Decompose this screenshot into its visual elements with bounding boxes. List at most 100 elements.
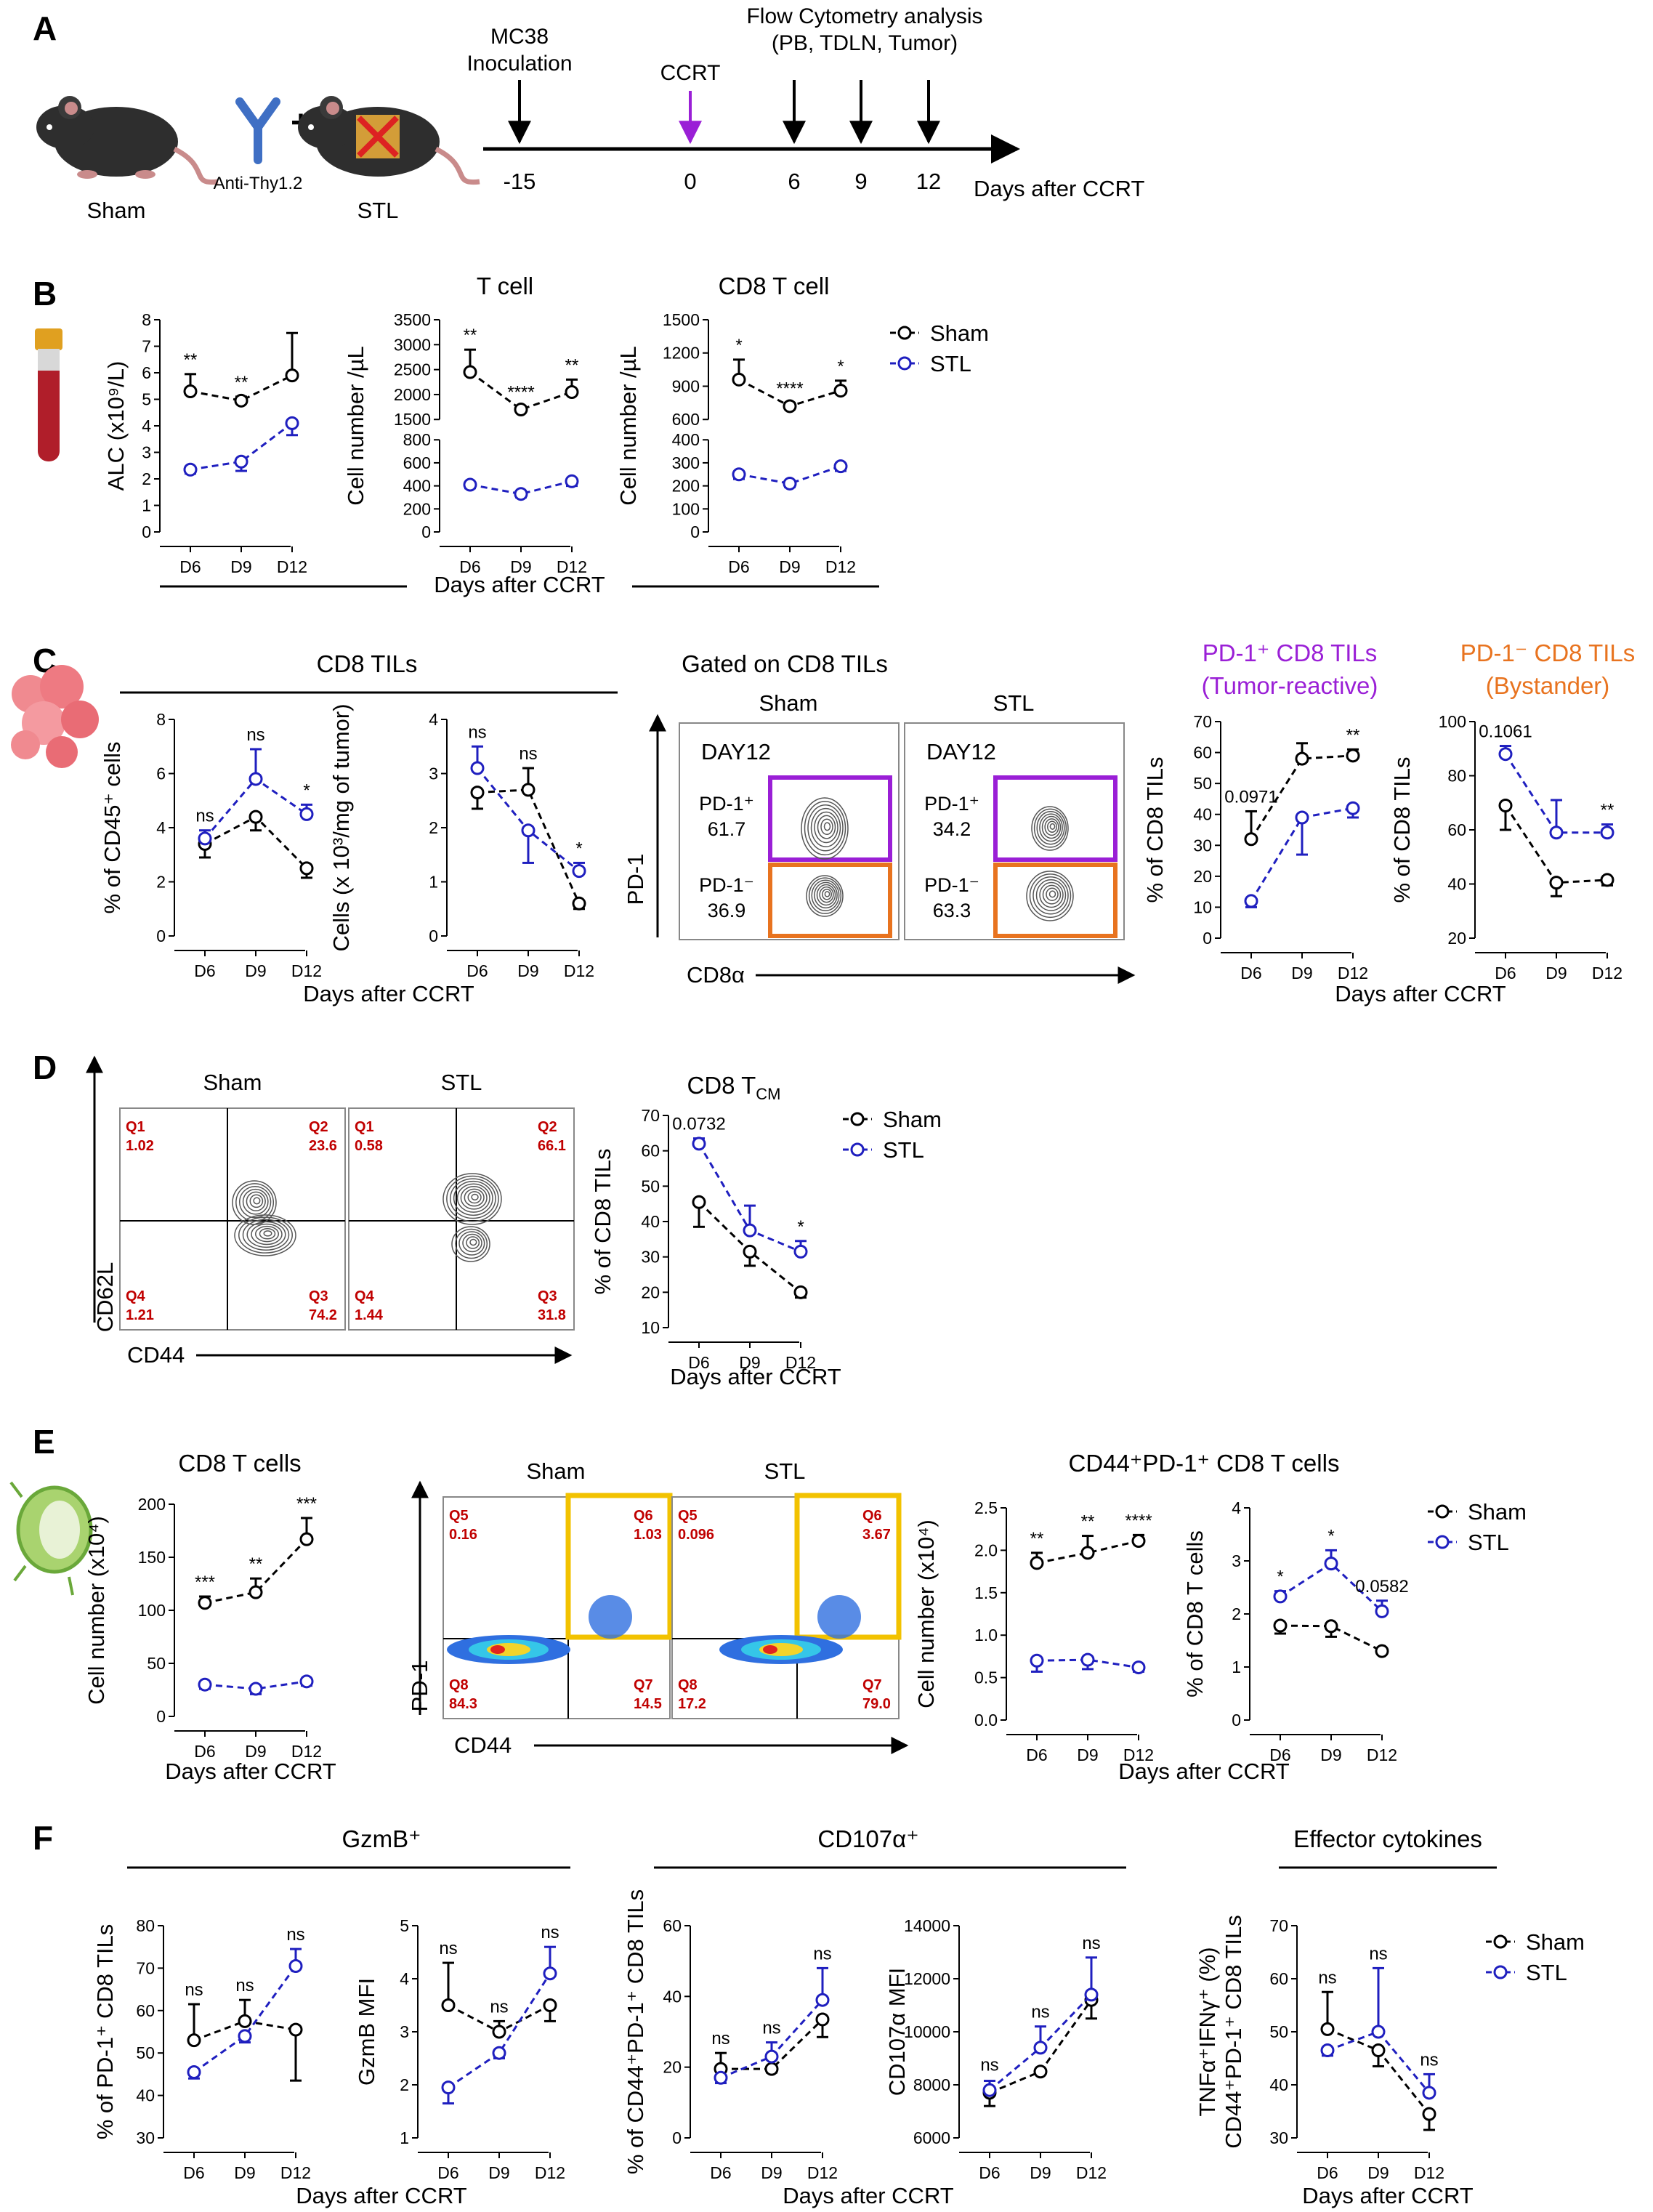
data-point-sham xyxy=(1600,873,1614,887)
gate-pd1-neg xyxy=(993,863,1118,938)
data-point-sham xyxy=(238,2014,252,2028)
significance-label: ns xyxy=(246,725,264,745)
contour-line xyxy=(804,801,846,856)
data-point-stl xyxy=(815,1993,830,2007)
data-point-sham xyxy=(1295,751,1309,766)
data-point-sham xyxy=(1320,2022,1335,2036)
x-tick-label: D12 xyxy=(807,2163,838,2182)
flow-plots: Sham DAY12 PD-1⁺ 61.7 PD-1⁻ 36.9 STL DAY12 PD-1⁺… xyxy=(86,690,1136,1758)
contour-line xyxy=(467,1191,482,1204)
x-tick-label: D12 xyxy=(280,2163,311,2182)
x-tick-label: D6 xyxy=(1317,2163,1338,2182)
data-point-sham xyxy=(248,1585,263,1599)
x-tick-label: D9 xyxy=(234,2163,255,2182)
y-tick-label: 100 xyxy=(138,1601,166,1620)
chart-F-gzmb-pct: 30 40 50 60 70 80 D6 D9 D12 % of PD-1⁺ CD8 TILs ns… xyxy=(92,1916,311,2182)
significance-label: * xyxy=(1277,1567,1283,1587)
y-tick-label: 3 xyxy=(1232,1551,1241,1570)
significance-label: 0.0732 xyxy=(672,1115,725,1134)
y-tick-label: 1 xyxy=(429,873,438,892)
legend-marker xyxy=(850,1112,865,1126)
y-axis-label: Cells (x 10³/mg of tumor) xyxy=(328,703,354,951)
y-tick-label: 14000 xyxy=(904,1916,950,1935)
contour-line xyxy=(460,1186,488,1210)
y-axis-label: % of CD8 TILs xyxy=(1389,756,1415,903)
contour-line xyxy=(453,1180,493,1216)
flow-x-label: CD44 xyxy=(127,1342,185,1368)
panel-label-e: E xyxy=(33,1423,55,1461)
significance-label: ns xyxy=(286,1925,304,1945)
x-tick-label: D9 xyxy=(230,557,251,576)
data-point-sham xyxy=(565,384,579,399)
y-tick-label: 8 xyxy=(142,310,151,329)
contour-line xyxy=(1035,879,1067,911)
data-point-stl xyxy=(1320,2043,1335,2058)
pd1neg-title: PD-1⁻ CD8 TILs xyxy=(1460,639,1636,666)
y-tick-label: 4 xyxy=(142,416,151,435)
quadrant-value: 3.67 xyxy=(862,1527,891,1543)
mouse-icon xyxy=(298,96,480,185)
y-tick-label: 40 xyxy=(663,1987,682,2006)
contour-line xyxy=(814,811,838,844)
y-tick-label: 0.5 xyxy=(974,1668,998,1687)
significance-label: * xyxy=(575,839,582,858)
chart-E-dp-pct: 0 1 2 3 4 D6 D9 D12 % of CD8 T cells * * 0.0582 xyxy=(1182,1498,1409,1764)
data-point-stl xyxy=(833,459,848,474)
data-point-sham xyxy=(198,1596,212,1610)
quadrant-id: Q8 xyxy=(678,1677,698,1693)
timeline: -15 0 6 9 12 MC38 Inoculation CCRT Flow Cytometr… xyxy=(466,4,982,194)
quadrant-value: 0.16 xyxy=(449,1527,477,1543)
panel-f-extras: GzmB⁺ CD107α⁺ Effector cytokines Days af… xyxy=(127,1825,1497,2208)
event-label-flow: (PB, TDLN, Tumor) xyxy=(772,31,958,55)
gate-label-pos: PD-1⁺ xyxy=(924,793,979,815)
data-point-stl xyxy=(463,477,477,492)
flow-plot-frame xyxy=(904,722,1125,940)
panel-f-xlabel-3: Days after CCRT xyxy=(1302,2183,1473,2208)
data-point-stl xyxy=(234,454,248,469)
data-point-sham xyxy=(1030,1556,1044,1570)
contour-line xyxy=(820,818,833,835)
x-tick-label: D6 xyxy=(194,1742,215,1761)
data-point-stl xyxy=(285,416,299,430)
event-label-flow: Flow Cytometry analysis xyxy=(746,4,982,28)
data-point-stl xyxy=(732,467,746,482)
y-tick-label: 2 xyxy=(142,469,151,488)
chart-C-neg: 20 40 60 80 100 D6 D9 D12 % of CD8 TILs 0.1061 ** xyxy=(1389,712,1622,982)
quadrant-value: 31.8 xyxy=(538,1307,566,1323)
data-point-sham xyxy=(764,2062,779,2076)
data-point-stl xyxy=(982,2083,997,2097)
y-tick-label: 40 xyxy=(1447,875,1466,894)
significance-label: ns xyxy=(490,1997,508,2017)
y-tick-label: 60 xyxy=(1269,1969,1288,1988)
data-point-stl xyxy=(514,487,528,501)
flow-col-title: Sham xyxy=(527,1458,586,1484)
y-tick-label: 0 xyxy=(1203,929,1212,948)
legend-label: Sham xyxy=(1526,1929,1585,1955)
y-tick-label: 3 xyxy=(142,443,151,462)
y-tick-label: 20 xyxy=(1447,929,1466,948)
chart-C-pct: 0 2 4 6 8 D6 D9 D12 % of CD45⁺ cells ns ns * xyxy=(100,710,322,980)
x-tick-label: D12 xyxy=(1076,2163,1107,2182)
series-line-stl xyxy=(1036,1658,1139,1669)
legend-label: Sham xyxy=(883,1107,942,1132)
data-point-sham xyxy=(1131,1534,1146,1549)
y-tick-label: 4 xyxy=(156,818,166,837)
quadrant-value: 0.58 xyxy=(355,1138,383,1154)
y-tick-label: 1500 xyxy=(663,310,700,329)
contour-line xyxy=(259,1228,276,1240)
flow-plot-frame xyxy=(679,722,900,940)
data-point-sham xyxy=(1244,832,1258,847)
y-tick-label: 20 xyxy=(663,2058,682,2077)
data-point-stl xyxy=(543,1966,557,1981)
significance-label: ns xyxy=(1369,1944,1387,1963)
contour-line xyxy=(1039,881,1064,908)
y-tick-label: 70 xyxy=(136,1958,155,1977)
gated-title: Gated on CD8 TILs xyxy=(682,650,888,677)
data-point-stl xyxy=(299,1674,314,1689)
flow-y-label: CD62L xyxy=(92,1262,118,1333)
flow-col-title: Sham xyxy=(203,1070,262,1095)
contour-line xyxy=(1032,876,1069,915)
quadrant-id: Q7 xyxy=(862,1677,882,1693)
data-point-stl xyxy=(1498,747,1513,762)
